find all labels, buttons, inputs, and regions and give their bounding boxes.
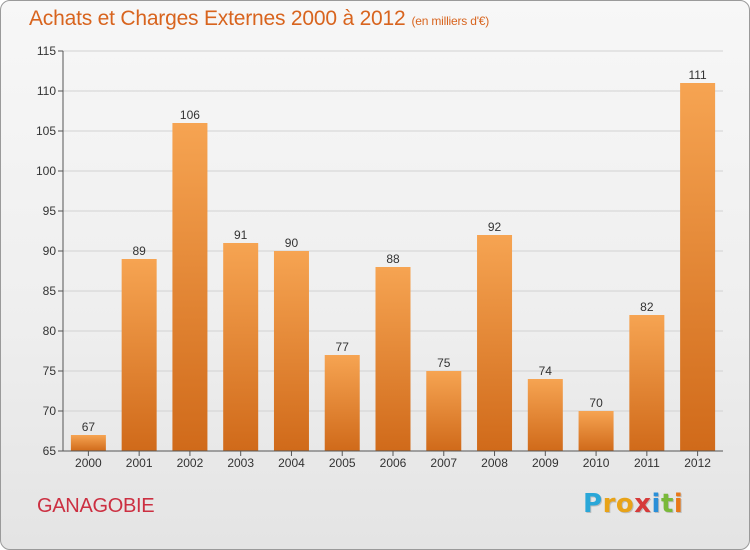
commune-name: GANAGOBIE (37, 495, 155, 517)
y-tick-label: 80 (43, 324, 57, 338)
y-tick-label: 85 (43, 284, 57, 298)
y-tick-label: 75 (43, 364, 57, 378)
x-tick-label-2008: 2008 (481, 456, 508, 470)
bar-2012 (680, 83, 716, 451)
axes (62, 51, 723, 452)
chart-title: Achats et Charges Externes 2000 à 2012 (e… (29, 7, 489, 31)
value-label-2002: 106 (180, 108, 200, 122)
value-label-2006: 88 (386, 252, 400, 266)
value-label-2010: 70 (589, 396, 603, 410)
value-label-2000: 67 (82, 420, 96, 434)
x-tick-label-2009: 2009 (532, 456, 559, 470)
x-tick-label-2003: 2003 (227, 456, 254, 470)
chart-title-text: Achats et Charges Externes 2000 à 2012 (29, 7, 406, 30)
x-axis-labels: 2000 2001 2002 2003 2004 2005 2006 2007 2008 2009… (75, 451, 711, 470)
value-label-2001: 89 (132, 244, 146, 258)
y-tick-label: 110 (37, 84, 56, 98)
bar-2010 (578, 411, 614, 451)
bar-2007 (426, 371, 462, 451)
proxiti-logo: Proxiti (583, 489, 683, 519)
logo-letter: t (660, 489, 674, 519)
y-tick-label: 95 (43, 204, 57, 218)
bar-2001 (121, 259, 157, 451)
chart-unit: (en milliers d'€) (411, 14, 490, 28)
bar-2003 (223, 243, 259, 451)
x-tick-label-2002: 2002 (177, 456, 204, 470)
value-label-2011: 82 (640, 300, 654, 314)
logo-letter: i (651, 489, 661, 519)
y-tick-label: 90 (43, 244, 57, 258)
logo-letter: P (583, 489, 603, 519)
x-tick-label-2004: 2004 (278, 456, 305, 470)
bar-2000 (70, 435, 106, 451)
bar-2011 (629, 315, 665, 451)
y-tick-label: 100 (36, 164, 56, 178)
bar-2008 (477, 235, 513, 451)
bars (70, 83, 716, 451)
x-tick-label-2010: 2010 (583, 456, 610, 470)
bar-2004 (273, 251, 309, 451)
y-axis-ticks: 65 70 75 80 85 90 95 100 105 110 115 (36, 44, 63, 458)
x-tick-label-2005: 2005 (329, 456, 356, 470)
y-tick-label: 70 (43, 404, 57, 418)
bar-2005 (324, 355, 360, 451)
value-label-2012: 111 (688, 68, 707, 82)
bar-2009 (527, 379, 563, 451)
x-tick-label-2001: 2001 (126, 456, 153, 470)
value-label-2004: 90 (285, 236, 299, 250)
y-tick-label: 105 (36, 124, 56, 138)
y-tick-label: 65 (43, 444, 57, 458)
logo-letter: o (615, 489, 635, 519)
value-label-2003: 91 (234, 228, 248, 242)
logo-letter: i (673, 489, 684, 519)
value-label-2005: 77 (336, 340, 350, 354)
bar-2002 (172, 123, 208, 451)
x-tick-label-2000: 2000 (75, 456, 102, 470)
x-tick-label-2012: 2012 (684, 456, 711, 470)
value-label-2009: 74 (539, 364, 553, 378)
value-label-2008: 92 (488, 220, 502, 234)
bar-2006 (375, 267, 411, 451)
value-label-2007: 75 (437, 356, 451, 370)
y-tick-label: 115 (37, 44, 56, 58)
logo-letter: r (602, 489, 616, 519)
x-tick-label-2007: 2007 (430, 456, 457, 470)
x-tick-label-2006: 2006 (380, 456, 407, 470)
value-labels: 67 89 106 91 90 77 88 75 92 74 70 82 111 (82, 68, 707, 434)
logo-letter: x (634, 489, 652, 519)
x-tick-label-2011: 2011 (634, 456, 660, 470)
